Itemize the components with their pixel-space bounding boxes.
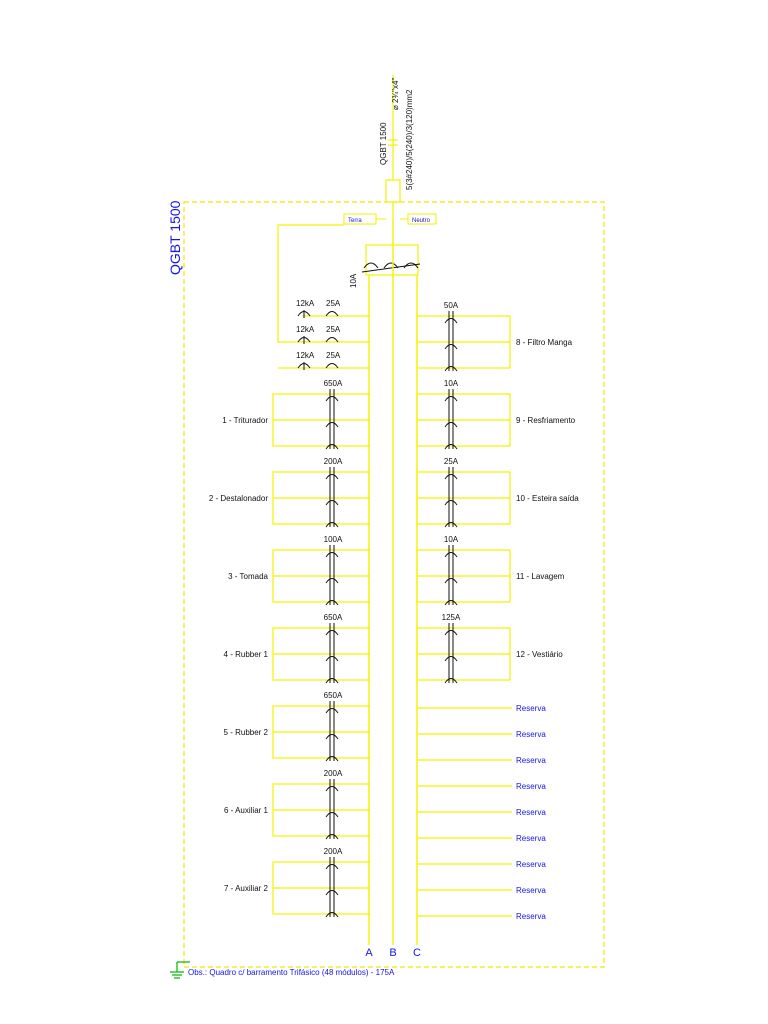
reserve-label: Reserva — [516, 756, 546, 765]
reserve-label: Reserva — [516, 808, 546, 817]
right-circuit-label: 9 - Resfriamento — [516, 416, 576, 425]
panel-title: QGBT 1500 — [167, 200, 183, 275]
dps-rating: 12kA — [296, 351, 315, 360]
feeder-cable: 5(3#240)/5(240)/3(120)mm2 — [405, 89, 414, 190]
left-circuit-label: 6 - Auxiliar 1 — [224, 806, 269, 815]
right-breaker-icon — [444, 623, 458, 684]
dps-fuse-rating: 25A — [326, 351, 341, 360]
right-breaker-icon — [444, 389, 458, 450]
left-circuit-rating: 650A — [324, 613, 343, 622]
left-circuit-rating: 200A — [324, 847, 343, 856]
feeder-conduit: ⌀ 2¾"x4" — [391, 78, 400, 110]
busbar-lines — [368, 218, 418, 945]
dps-fuse-icon — [325, 311, 339, 317]
right-breaker-icon — [444, 545, 458, 606]
left-breaker-icon — [325, 389, 339, 450]
left-breaker-icon — [325, 701, 339, 762]
reserve-label: Reserva — [516, 704, 546, 713]
dps-fuse-rating: 25A — [326, 299, 341, 308]
left-circuit-rating: 650A — [324, 691, 343, 700]
reserve-label: Reserva — [516, 912, 546, 921]
reserve-label: Reserva — [516, 782, 546, 791]
main-breaker-box — [365, 244, 419, 276]
right-circuit-rating: 10A — [444, 379, 459, 388]
right-breaker-icon — [444, 467, 458, 528]
dps-fuse-icon — [325, 363, 339, 369]
dps-fuse-rating: 25A — [326, 325, 341, 334]
left-circuit-label: 1 - Triturador — [222, 416, 268, 425]
dps-fuse-icon — [325, 337, 339, 343]
right-circuit-label: 8 - Filtro Manga — [516, 338, 573, 347]
left-circuit-rating: 100A — [324, 535, 343, 544]
left-breaker-icon — [325, 623, 339, 684]
busbar-label-b: B — [389, 947, 396, 959]
left-breaker-icon — [325, 545, 339, 606]
earth-conductor — [277, 224, 344, 343]
dps-rating: 12kA — [296, 325, 315, 334]
right-circuit-rating: 25A — [444, 457, 459, 466]
right-circuit-rating: 10A — [444, 535, 459, 544]
left-breaker-icon — [325, 779, 339, 840]
reserve-label: Reserva — [516, 860, 546, 869]
right-circuit-label: 12 - Vestiário — [516, 650, 563, 659]
reserve-label: Reserva — [516, 886, 546, 895]
panel-note: Obs.: Quadro c/ barramento Trifásico (48… — [188, 968, 395, 977]
left-circuit-label: 7 - Auxiliar 2 — [224, 884, 269, 893]
reserve-label: Reserva — [516, 730, 546, 739]
busbar-label-a: A — [365, 947, 373, 959]
neutral-label: Neutro — [412, 218, 431, 224]
left-circuit-label: 4 - Rubber 1 — [224, 650, 269, 659]
left-circuit-label: 2 - Destalonador — [209, 494, 268, 503]
reserve-label: Reserva — [516, 834, 546, 843]
left-circuit-label: 3 - Tomada — [228, 572, 268, 581]
right-circuit-label: 10 - Esteira saída — [516, 494, 579, 503]
main-breaker-symbol — [361, 262, 421, 273]
right-breaker-icon — [444, 311, 458, 372]
right-circuit-rating: 50A — [444, 301, 459, 310]
panel-boundary — [183, 201, 605, 968]
ground-icon — [170, 961, 190, 979]
busbar-label-c: C — [413, 947, 421, 959]
left-circuit-rating: 200A — [324, 769, 343, 778]
left-circuit-label: 5 - Rubber 2 — [224, 728, 269, 737]
feeder-name: QGBT 1500 — [379, 122, 388, 165]
incoming-feeder: QGBT 1500 ⌀ 2¾"x4" 5(3#240)/5(240)/3(120… — [379, 75, 414, 218]
right-circuit-rating: 125A — [442, 613, 461, 622]
left-circuit-rating: 650A — [324, 379, 343, 388]
earth-label: Terra — [348, 218, 362, 224]
main-breaker-rating: 10A — [349, 273, 358, 288]
right-circuit-label: 11 - Lavagem — [516, 572, 565, 581]
left-breaker-icon — [325, 857, 339, 918]
main-fuse-symbol — [385, 179, 401, 203]
dps-rating: 12kA — [296, 299, 315, 308]
left-circuit-rating: 200A — [324, 457, 343, 466]
left-breaker-icon — [325, 467, 339, 528]
